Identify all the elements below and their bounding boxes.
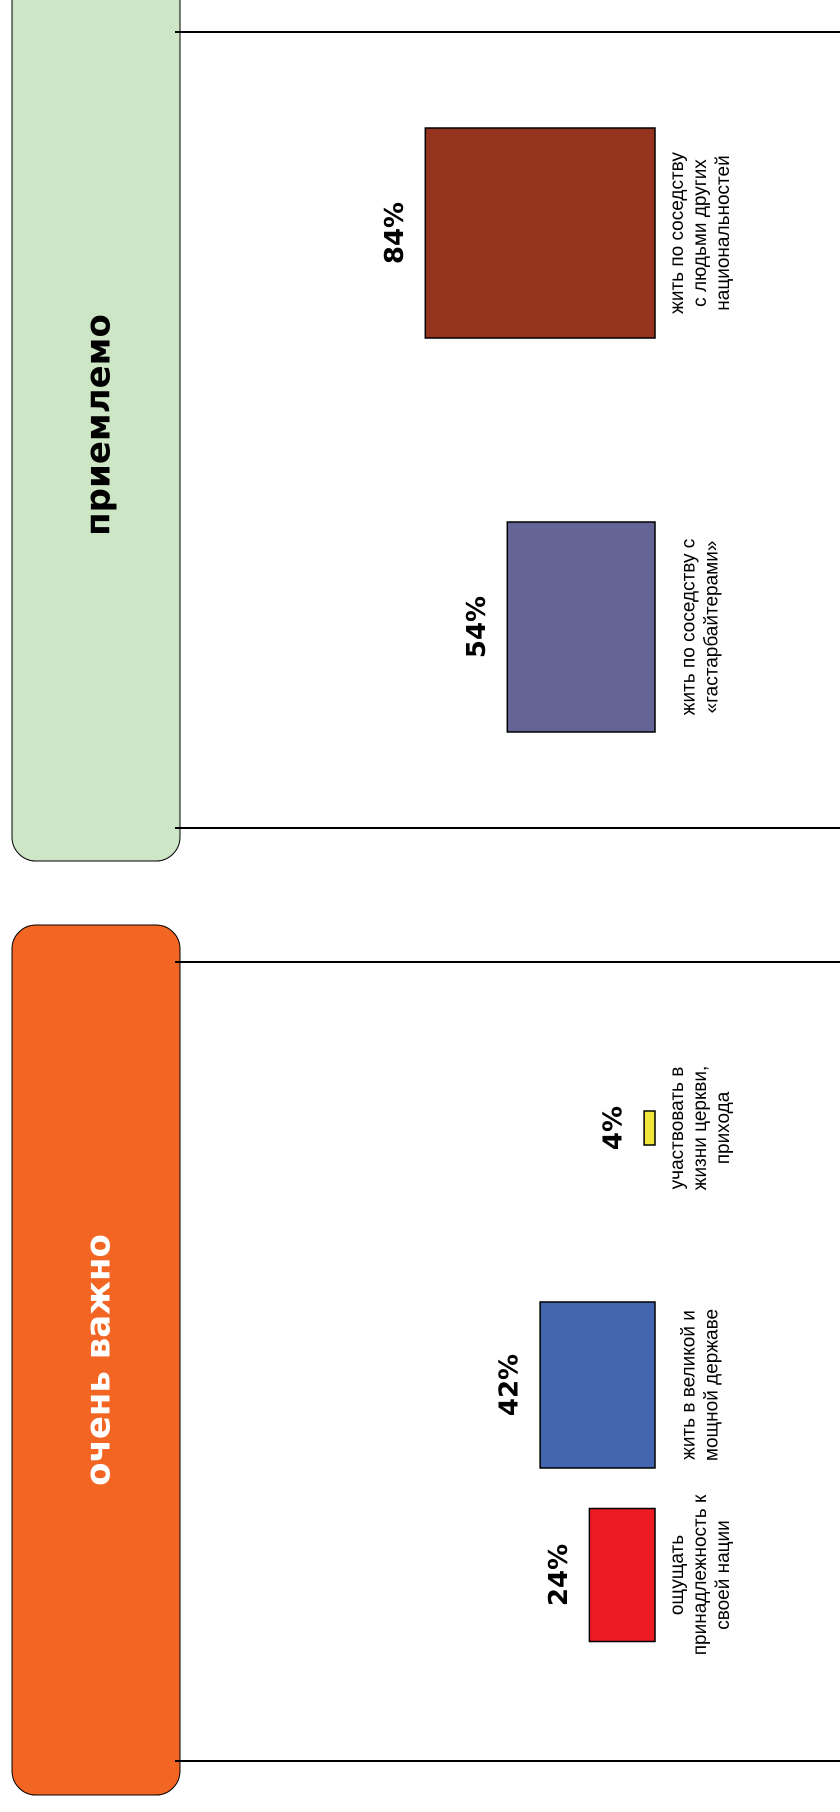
banner-very-important-label: очень важно [79, 1234, 119, 1486]
bar-migrants [506, 521, 656, 733]
value-label-migrants: 54% [462, 596, 492, 658]
category-label-nation: ощущать принадлежность к своей нации [667, 1494, 734, 1655]
value-label-nationalities: 84% [380, 202, 410, 264]
panel-very-important: очень важно 24% ощущать принадлежность к св… [11, 924, 840, 1796]
category-label-church: участвовать в жизни церкви, прихода [667, 1066, 734, 1191]
bar-nationalities [424, 127, 656, 339]
banner-acceptable-label: приемлемо [79, 314, 119, 536]
bar-nation [588, 1507, 656, 1643]
category-label-power: жить в великой и мощной державе [679, 1309, 723, 1461]
panel-acceptable: приемлемо 54% жить по соседству с «гастарб… [11, 0, 840, 862]
bars-acceptable: 54% жить по соседству с «гастарбайтерами» 8… [380, 127, 734, 733]
banner-very-important [11, 924, 181, 1796]
value-label-church: 4% [599, 1106, 629, 1150]
value-label-power: 42% [495, 1354, 525, 1416]
bar-power [539, 1301, 656, 1469]
banner-acceptable [11, 0, 181, 862]
category-label-migrants: жить по соседству с «гастарбайтерами» [679, 539, 723, 716]
bar-church [643, 1110, 656, 1146]
category-label-nationalities: жить по соседству с людьми других национал… [667, 152, 734, 314]
value-label-nation: 24% [544, 1544, 574, 1606]
bars-very-important: 24% ощущать принадлежность к своей нации 42%… [495, 1066, 734, 1656]
